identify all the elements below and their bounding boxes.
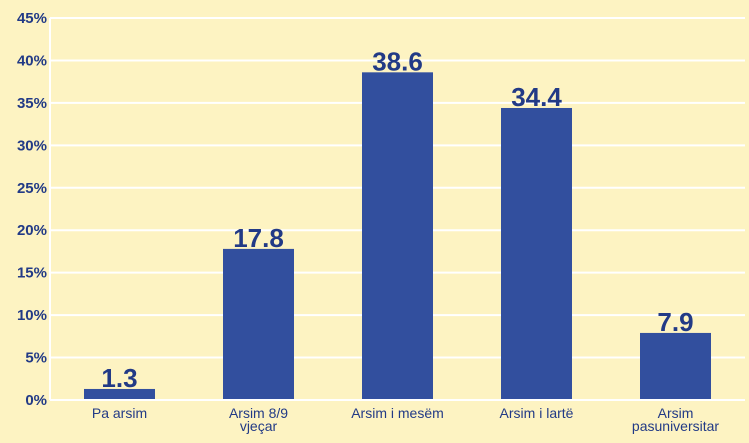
y-tick-label: 10% — [17, 307, 47, 324]
data-label: 38.6 — [372, 46, 423, 76]
y-tick-label: 25% — [17, 180, 47, 197]
y-tick-label: 15% — [17, 265, 47, 282]
y-tick-label: 5% — [25, 350, 47, 367]
category-label: vjeçar — [240, 418, 278, 434]
data-label: 34.4 — [511, 82, 562, 112]
category-label: Arsim i mesëm — [351, 405, 444, 421]
data-label: 1.3 — [101, 363, 137, 393]
category-label: Arsim i lartë — [500, 405, 574, 421]
y-tick-label: 20% — [17, 222, 47, 239]
y-tick-label: 45% — [17, 10, 47, 27]
data-labels: 1.3 17.8 38.6 34.4 7.9 — [101, 46, 693, 393]
bar — [223, 248, 294, 400]
y-tick-label: 35% — [17, 95, 47, 112]
data-label: 7.9 — [657, 307, 693, 337]
bar — [640, 332, 711, 400]
bars — [84, 72, 711, 400]
category-label: Arsim 8/9 — [229, 405, 288, 421]
y-tick-label: 40% — [17, 52, 47, 69]
y-tick-label: 0% — [25, 392, 47, 409]
bar — [362, 72, 433, 400]
bar — [84, 388, 155, 400]
y-tick-label: 30% — [17, 137, 47, 154]
category-label: Pa arsim — [92, 405, 147, 421]
bar — [501, 107, 572, 400]
y-tick-labels: 0% 5% 10% 15% 20% 25% 30% 35% 40% 45% — [17, 10, 47, 409]
data-label: 17.8 — [233, 223, 284, 253]
category-label: Arsim — [658, 405, 694, 421]
category-label: pasuniversitar — [632, 418, 719, 434]
